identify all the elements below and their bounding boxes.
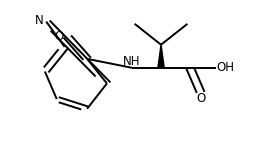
Text: O: O: [55, 30, 64, 43]
Text: NH: NH: [123, 55, 141, 68]
Text: O: O: [196, 92, 205, 105]
Polygon shape: [158, 45, 164, 68]
Text: N: N: [34, 14, 43, 27]
Text: OH: OH: [217, 61, 235, 74]
